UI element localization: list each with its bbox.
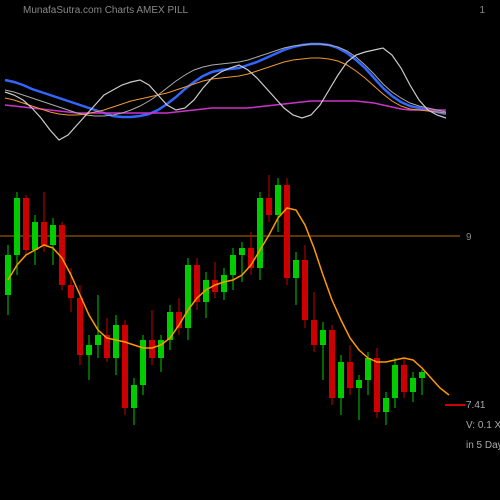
chart-canvas: 9 7.41 V: 0.1 X in 5 Days xyxy=(0,0,500,500)
svg-text:9: 9 xyxy=(466,232,472,243)
svg-text:in 5 Days: in 5 Days xyxy=(466,440,500,451)
stock-chart: MunafaSutra.com Charts AMEX PILL 1 97.41… xyxy=(0,0,500,500)
svg-text:V: 0.1 X: V: 0.1 X xyxy=(466,420,500,431)
svg-text:7.41: 7.41 xyxy=(466,400,486,411)
